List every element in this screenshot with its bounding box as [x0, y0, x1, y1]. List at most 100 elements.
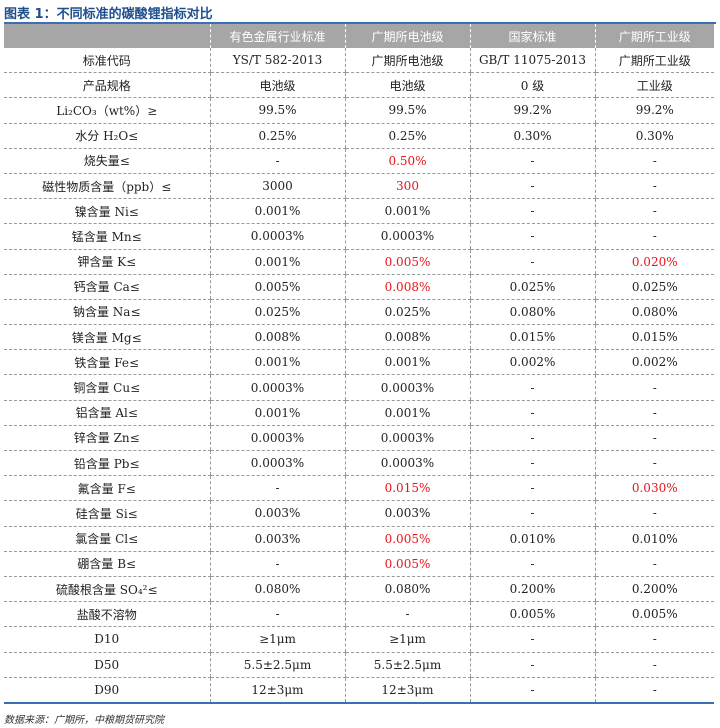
table-cell: 0.005% — [209, 274, 345, 300]
table-cell: 0.003% — [209, 526, 345, 552]
table-cell: - — [594, 198, 714, 225]
table-cell: - — [469, 425, 595, 452]
comparison-table: 有色金属行业标准 广期所电池级 国家标准 广期所工业级 标准代码 YS/T 582… — [4, 24, 714, 704]
table-cell: GB/T 11075-2013 — [469, 48, 595, 74]
row-label: 钠含量 Na≤ — [4, 299, 210, 326]
table-cell: 0.30% — [469, 123, 595, 149]
header-cell: 广期所电池级 — [344, 24, 470, 48]
row-label: 铜含量 Cu≤ — [4, 374, 210, 401]
table-row: D10 ≥1μm ≥1μm - - — [4, 626, 714, 653]
table-cell: 0.0003% — [209, 223, 345, 250]
table-cell: 0.005% — [594, 601, 714, 628]
table-cell: 0.001% — [344, 400, 470, 426]
header-cell: 有色金属行业标准 — [209, 24, 345, 48]
table-row: 硫酸根含量 SO₄²≤ 0.080% 0.080% 0.200% 0.200% — [4, 576, 714, 603]
table-cell: - — [594, 223, 714, 250]
table-title: 图表 1：不同标准的碳酸锂指标对比 — [4, 7, 213, 22]
row-label: 锌含量 Zn≤ — [4, 425, 210, 452]
table-cell: 0.002% — [469, 349, 595, 376]
table-cell: - — [594, 400, 714, 426]
table-cell: 0.25% — [344, 123, 470, 149]
table-cell: - — [344, 601, 470, 628]
table-row: D50 5.5±2.5μm 5.5±2.5μm - - — [4, 652, 714, 678]
row-label: 铝含量 Al≤ — [4, 400, 210, 426]
row-label: 标准代码 — [4, 48, 210, 74]
table-row: 铝含量 Al≤ 0.001% 0.001% - - — [4, 400, 714, 426]
table-cell: - — [469, 475, 595, 502]
table-cell: 0.30% — [594, 123, 714, 149]
table-cell: 99.2% — [469, 97, 595, 124]
row-label: 锰含量 Mn≤ — [4, 223, 210, 250]
table-cell: 0.003% — [344, 500, 470, 527]
table-cell: 0.003% — [209, 500, 345, 527]
table-cell: - — [209, 148, 345, 174]
table-cell: - — [594, 652, 714, 678]
table-cell: - — [594, 677, 714, 704]
row-label: 硫酸根含量 SO₄²≤ — [4, 576, 210, 603]
table-cell: 5.5±2.5μm — [209, 652, 345, 678]
table-row: 锰含量 Mn≤ 0.0003% 0.0003% - - — [4, 223, 714, 250]
table-cell: 0.030% — [594, 475, 714, 502]
table-cell: 广期所电池级 — [344, 48, 470, 74]
table-cell: 工业级 — [594, 72, 714, 99]
row-label: 氯含量 Cl≤ — [4, 526, 210, 552]
table-cell: - — [469, 652, 595, 678]
table-cell: 99.5% — [344, 97, 470, 124]
table-cell: 广期所工业级 — [594, 48, 714, 74]
table-cell: 电池级 — [344, 72, 470, 99]
table-cell: 0.010% — [469, 526, 595, 552]
table-cell: - — [594, 173, 714, 200]
table-cell: 0.008% — [344, 324, 470, 351]
table-cell: 0.001% — [209, 249, 345, 275]
table-cell: 5.5±2.5μm — [344, 652, 470, 678]
table-cell: 0.002% — [594, 349, 714, 376]
table-cell: 0.025% — [594, 274, 714, 300]
table-cell: - — [209, 475, 345, 502]
table-cell: 0 级 — [469, 72, 595, 99]
row-label: 铅含量 Pb≤ — [4, 450, 210, 477]
row-label: D10 — [4, 626, 210, 653]
table-cell: - — [469, 374, 595, 401]
table-cell: 0.200% — [594, 576, 714, 603]
table-cell: 0.015% — [469, 324, 595, 351]
table-cell: - — [469, 551, 595, 577]
table-cell: - — [469, 450, 595, 477]
row-label: 硅含量 Si≤ — [4, 500, 210, 527]
table-row: 铁含量 Fe≤ 0.001% 0.001% 0.002% 0.002% — [4, 349, 714, 376]
table-cell: 0.0003% — [209, 450, 345, 477]
table-row: 镁含量 Mg≤ 0.008% 0.008% 0.015% 0.015% — [4, 324, 714, 351]
table-cell: 0.0003% — [344, 223, 470, 250]
table-cell: - — [469, 677, 595, 704]
table-cell: 0.025% — [209, 299, 345, 326]
table-cell: 0.001% — [344, 198, 470, 225]
table-cell: - — [594, 450, 714, 477]
table-cell: 0.001% — [209, 198, 345, 225]
table-cell: 0.001% — [344, 349, 470, 376]
table-row: 磁性物质含量（ppb）≤ 3000 300- - — [4, 173, 714, 200]
table-cell: ≥1μm — [209, 626, 345, 653]
table-cell: 0.001% — [209, 400, 345, 426]
table-cell: 0.0003% — [344, 450, 470, 477]
table-cell: 0.005% — [344, 249, 470, 275]
row-label: Li₂CO₃（wt%）≥ — [4, 97, 210, 124]
data-source-note: 数据来源：广期所，中粮期货研究院 — [4, 715, 164, 726]
table-cell: 0.008% — [209, 324, 345, 351]
table-cell: 0.010% — [594, 526, 714, 552]
table-row: 标准代码 YS/T 582-2013 广期所电池级 GB/T 11075-2013 广期… — [4, 48, 714, 74]
row-label: 钙含量 Ca≤ — [4, 274, 210, 300]
table-cell: 0.0003% — [209, 374, 345, 401]
table-cell: 0.005% — [469, 601, 595, 628]
table-cell: 0.015% — [344, 475, 470, 502]
table-cell: - — [469, 400, 595, 426]
table-cell: - — [594, 148, 714, 174]
table-row: 钙含量 Ca≤ 0.005% 0.008% 0.025% 0.025% — [4, 274, 714, 300]
table-row: 产品规格 电池级 电池级 0 级工业级 — [4, 72, 714, 99]
table-row: 硅含量 Si≤ 0.003% 0.003% - - — [4, 500, 714, 527]
table-row: 水分 H₂O≤ 0.25% 0.25% 0.30% 0.30% — [4, 123, 714, 149]
table-row: 烧失量≤ -0.50% - - — [4, 148, 714, 174]
table-row: 盐酸不溶物 - -0.005% 0.005% — [4, 601, 714, 628]
header-cell: 国家标准 — [469, 24, 595, 48]
table-cell: 300 — [344, 173, 470, 200]
table-cell: 0.005% — [344, 551, 470, 577]
row-label: 盐酸不溶物 — [4, 601, 210, 628]
